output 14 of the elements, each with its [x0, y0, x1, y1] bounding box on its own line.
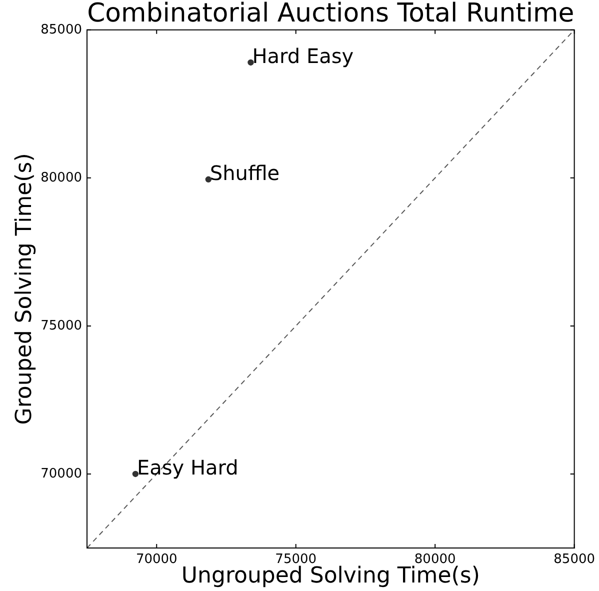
x-tick-label: 70000: [136, 552, 178, 568]
annotation: Easy Hard: [136, 455, 238, 480]
annotation: Shuffle: [210, 160, 280, 185]
y-tick-label: 70000: [40, 466, 82, 482]
point: [248, 59, 254, 66]
y-tick-label: 75000: [40, 318, 82, 334]
annotation: Hard Easy: [252, 44, 354, 68]
point: [205, 176, 212, 183]
y-tick-label: 80000: [40, 170, 82, 186]
y-tick-label: 85000: [40, 22, 82, 38]
x-tick-label: 85000: [554, 552, 595, 568]
y-axis-title: Grouped Solving Time(s): [12, 153, 37, 425]
chart-title: Combinatorial Auctions Total Runtime: [87, 0, 574, 29]
point: [132, 470, 139, 478]
